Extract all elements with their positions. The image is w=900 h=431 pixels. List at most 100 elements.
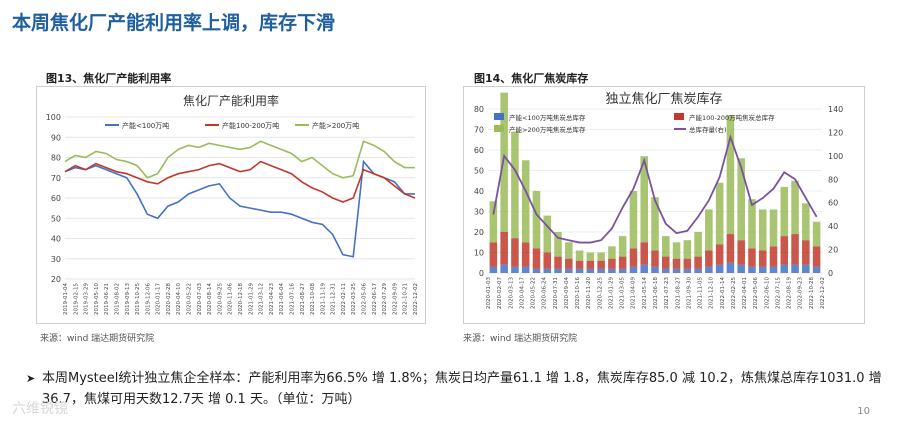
x-tick-label: 2019-09-13 <box>125 283 131 315</box>
x-tick-label: 2019-03-29 <box>84 283 90 315</box>
figure-left-caption: 图13、焦化厂产能利用率 <box>46 72 172 85</box>
stacked-bar <box>812 266 821 273</box>
x-tick-label: 2020-12-18 <box>238 283 244 315</box>
x-tick-label: 2020-02-28 <box>166 283 172 315</box>
x-tick-label: 2020-05-22 <box>187 283 193 315</box>
stacked-bar <box>726 262 735 273</box>
stacked-bar <box>769 266 778 273</box>
stacked-bar <box>521 266 530 273</box>
y-left-tick-label: 50 <box>474 167 484 176</box>
y-left-tick-label: 40 <box>474 187 484 196</box>
chart-right-panel: 独立焦化厂焦炭库存 0 10 20 30 40 50 60 70 80 0 20 40 60 80 100 12… <box>463 86 865 324</box>
stacked-bar <box>629 266 638 273</box>
series-line <box>492 134 818 244</box>
y-right-tick-label: 100 <box>828 152 843 161</box>
stacked-bar <box>802 240 810 265</box>
stacked-bar <box>640 242 648 265</box>
coke-inventory-chart: 独立焦化厂焦炭库存 0 10 20 30 40 50 60 70 80 0 20 40 60 80 100 12… <box>474 91 843 309</box>
x-tick-label: 2022-05-06 <box>362 283 368 315</box>
stacked-bar <box>586 268 595 273</box>
stacked-bar <box>791 180 799 235</box>
stacked-bar <box>662 256 670 269</box>
stacked-bar <box>608 246 616 259</box>
x-tick-label: 2019-08-02 <box>114 283 120 315</box>
x-tick-label: 2020-11-06 <box>228 283 234 315</box>
x-tick-label: 2021-04-09 <box>631 277 637 309</box>
x-tick-label: 2021-01-29 <box>608 277 614 309</box>
stacked-bar <box>511 131 519 239</box>
stacked-bar <box>640 264 648 273</box>
x-tick-label: 2022-06-17 <box>372 283 378 315</box>
legend-label: 产能>200万吨 <box>312 121 359 130</box>
stacked-bar <box>532 268 541 273</box>
capacity-utilization-chart: 焦化厂产能利用率 20 30 40 50 60 70 80 90 100 2019-01-04 201… <box>46 93 419 315</box>
stacked-bar <box>565 268 573 273</box>
legend-label: 产能100-200万吨焦炭总库存 <box>689 113 775 122</box>
x-tick-label: 2020-04-10 <box>176 283 182 315</box>
summary-paragraph: ➤ 本周Mysteel统计独立焦企全样本：产能利用率为66.5% 增 1.8%；… <box>26 368 882 410</box>
x-tick-label: 2019-10-25 <box>135 283 141 315</box>
stacked-bar <box>575 250 584 261</box>
stacked-bar <box>640 156 648 243</box>
y-right-tick-label: 40 <box>828 222 838 231</box>
series-line <box>64 159 415 258</box>
stacked-bar <box>608 258 616 269</box>
stacked-bar <box>726 115 735 235</box>
y-tick-label: 20 <box>51 275 61 284</box>
stacked-bar <box>748 248 756 267</box>
y-right-tick-label: 60 <box>828 199 838 208</box>
y-left-tick-label: 0 <box>479 269 484 278</box>
stacked-bar <box>694 232 702 257</box>
x-tick-label: 2020-01-03 <box>486 277 492 309</box>
x-tick-label: 2021-11-19 <box>320 283 326 315</box>
stacked-bar <box>737 158 745 241</box>
stacked-bar <box>575 268 584 273</box>
x-tick-label: 2020-06-24 <box>542 277 548 309</box>
stacked-bar <box>489 201 498 243</box>
stacked-bar <box>780 236 789 265</box>
y-tick-label: 100 <box>46 113 61 122</box>
stacked-bar <box>500 264 508 273</box>
stacked-bar <box>683 258 692 269</box>
stacked-bar <box>597 268 605 273</box>
stacked-bar <box>565 258 573 269</box>
y-tick-label: 30 <box>51 255 61 264</box>
x-tick-label: 2022-06-10 <box>764 277 770 309</box>
x-tick-label: 2022-12-02 <box>820 277 826 309</box>
x-tick-label: 2020-07-31 <box>553 277 559 309</box>
y-tick-label: 40 <box>51 235 61 244</box>
stacked-bar <box>618 236 627 257</box>
stacked-bar <box>672 258 681 269</box>
x-tick-label: 2020-02-07 <box>497 277 503 309</box>
x-tick-label: 2021-03-12 <box>259 283 265 315</box>
x-tick-label: 2022-09-09 <box>392 283 398 315</box>
x-tick-label: 2021-12-10 <box>709 277 715 309</box>
x-tick-label: 2022-09-23 <box>798 277 804 309</box>
x-tick-label: 2021-09-30 <box>686 277 692 309</box>
stacked-bar <box>554 232 562 257</box>
stacked-bar <box>629 191 638 249</box>
stacked-bar <box>812 246 821 267</box>
x-tick-label: 2020-10-16 <box>575 277 581 309</box>
stacked-bar <box>780 264 789 273</box>
stacked-bar <box>500 92 508 232</box>
stacked-bar <box>521 160 530 243</box>
x-tick-label: 2019-12-06 <box>145 283 151 315</box>
stacked-bar <box>694 268 702 273</box>
x-tick-label: 2021-05-14 <box>642 277 648 309</box>
y-right-tick-label: 0 <box>828 269 833 278</box>
x-tick-label: 2021-01-29 <box>248 283 254 315</box>
watermark-logo: 六维锐镜 <box>12 401 68 417</box>
x-tick-label: 2022-12-02 <box>413 283 419 315</box>
stacked-bar <box>748 266 756 273</box>
legend-label: 产能100-200万吨 <box>222 121 279 130</box>
stacked-bar <box>737 264 745 273</box>
series-line <box>64 140 415 179</box>
x-tick-label: 2021-06-18 <box>653 277 659 309</box>
stacked-bar <box>726 234 735 263</box>
stacked-bar <box>543 252 552 269</box>
stacked-bar <box>737 240 745 265</box>
x-tick-label: 2021-07-16 <box>289 283 295 315</box>
stacked-bar <box>791 234 799 265</box>
x-tick-label: 2022-10-28 <box>809 277 815 309</box>
